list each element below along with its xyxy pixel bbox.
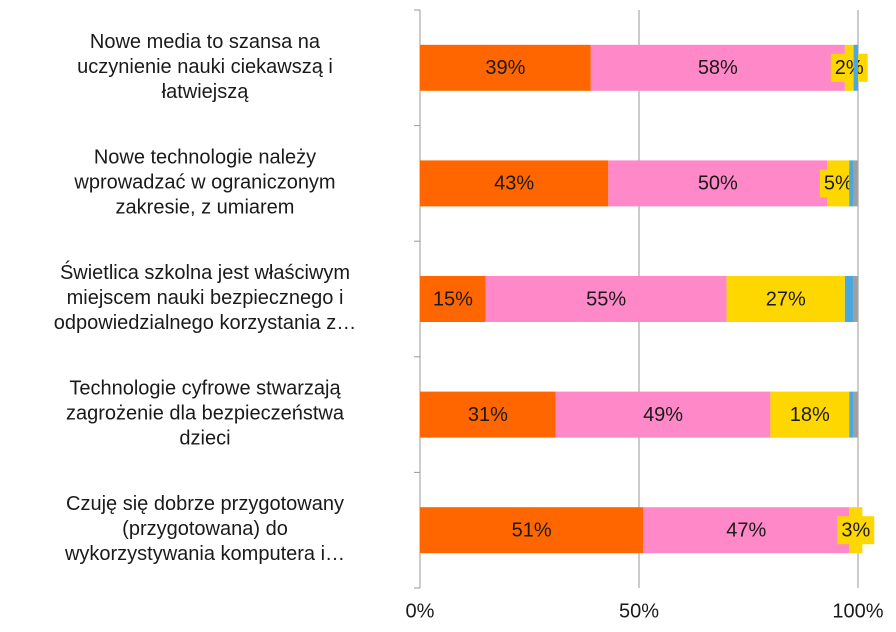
data-label: 5% xyxy=(824,173,853,195)
label-background xyxy=(785,400,834,429)
bar-segment xyxy=(420,160,609,207)
bar-segment xyxy=(853,276,858,322)
data-label: 47% xyxy=(726,519,766,541)
bar-segment xyxy=(853,44,858,91)
bar-segment xyxy=(849,160,854,207)
data-label: 50% xyxy=(698,173,738,195)
bar-segment xyxy=(643,507,850,554)
data-label: 43% xyxy=(494,173,534,195)
bar-segment xyxy=(844,276,854,322)
data-label: 58% xyxy=(698,57,738,79)
bar-segment xyxy=(608,160,828,207)
label-background xyxy=(830,53,868,82)
data-label: 15% xyxy=(433,288,473,310)
data-label: 2% xyxy=(835,57,864,79)
bar-segment xyxy=(420,276,486,322)
data-label: 55% xyxy=(586,288,626,310)
bar-segment xyxy=(555,391,771,438)
label-background xyxy=(761,285,810,313)
y-tick-label: Nowe media to szansa na uczynienie nauki … xyxy=(77,31,333,103)
data-label: 39% xyxy=(485,57,525,79)
bar-segment xyxy=(420,507,644,554)
bar-segment xyxy=(853,391,858,438)
bar-segment xyxy=(849,391,854,438)
bar-segment xyxy=(590,44,845,91)
bar-segment xyxy=(485,276,727,322)
bar-segment xyxy=(853,160,858,207)
bar-segment xyxy=(420,44,591,91)
data-label: 31% xyxy=(468,404,508,426)
y-tick-label: Technologie cyfrowe stwarzają zagrożenie … xyxy=(66,378,345,450)
x-tick-label: 50% xyxy=(619,600,659,622)
data-label: 3% xyxy=(841,519,870,541)
data-label: 51% xyxy=(512,519,552,541)
bar-segment xyxy=(420,391,556,438)
data-label: 18% xyxy=(790,404,830,426)
label-background xyxy=(837,516,875,545)
data-label: 49% xyxy=(643,404,683,426)
y-tick-label: Świetlica szkolna jest właściwym miejscem… xyxy=(54,260,356,334)
y-tick-label: Czuję się dobrze przygotowany (przygotowa… xyxy=(64,493,345,565)
data-label: 27% xyxy=(766,288,806,310)
x-tick-label: 0% xyxy=(406,600,435,622)
y-tick-label: Nowe technologie należy wprowadzać w ogra… xyxy=(73,147,335,219)
x-tick-label: 100% xyxy=(832,600,883,622)
